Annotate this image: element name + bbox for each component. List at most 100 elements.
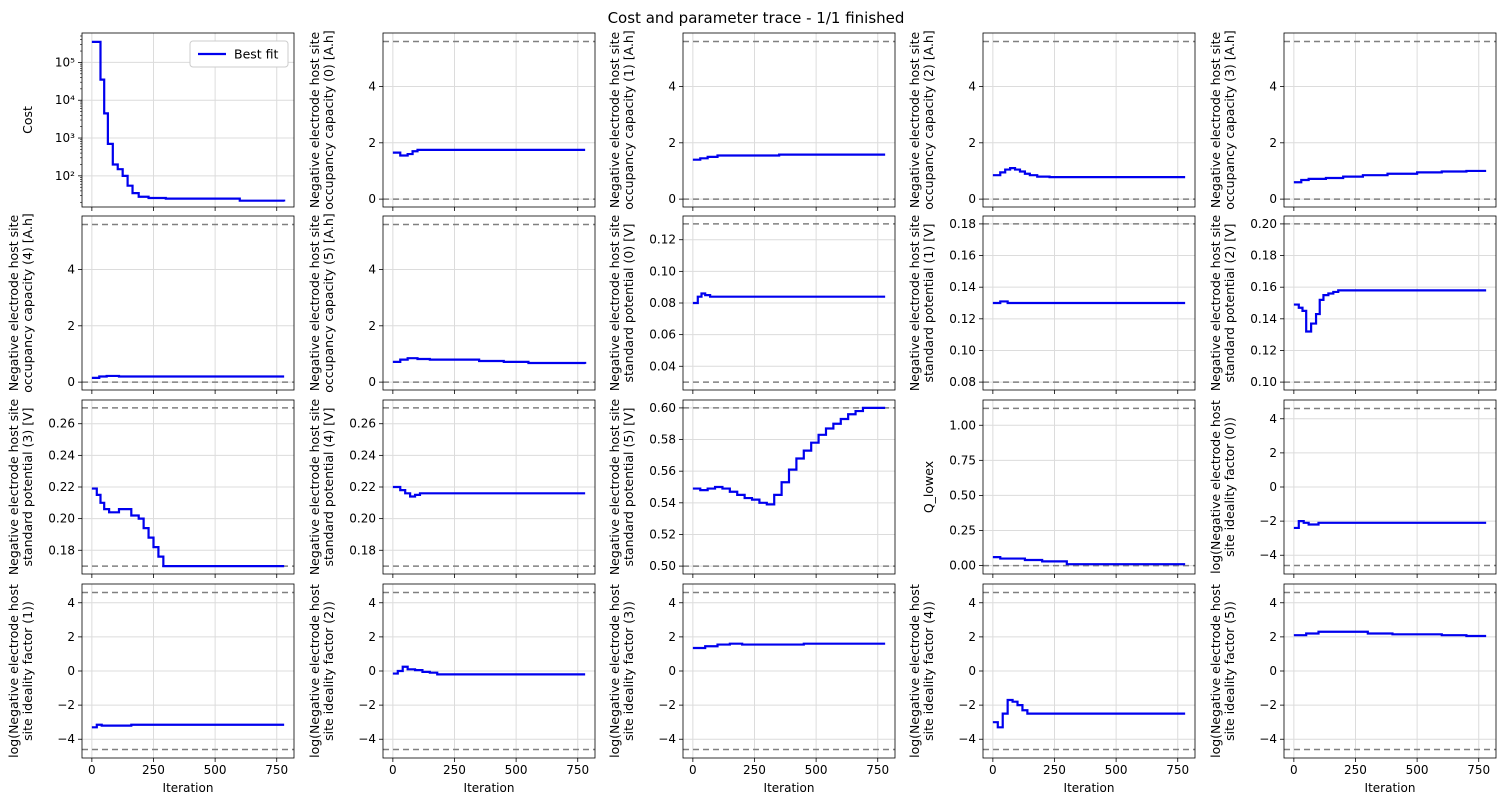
y-tick-label: 0.22 (349, 480, 376, 494)
series-line-best-fit (1293, 289, 1487, 333)
series-line-best-fit (91, 40, 286, 202)
subplot-17: 0 250 500 750 Iteration −4 −2 0 2 4 log(Negative e… (607, 583, 896, 795)
y-tick-label: 0.08 (949, 375, 976, 389)
y-axis-label: occupancy capacity (0) [A.h] (321, 30, 336, 209)
y-tick-label: 0.18 (349, 543, 376, 557)
y-tick-label: 0.16 (1250, 280, 1277, 294)
y-axis-label: occupancy capacity (1) [A.h] (621, 30, 636, 209)
y-tick-label: −4 (958, 732, 976, 746)
y-axis-label: standard potential (2) [V] (1222, 224, 1237, 383)
y-tick-label: 4 (67, 596, 75, 610)
x-tick-label: 250 (1344, 763, 1367, 777)
axes-frame (382, 32, 596, 208)
x-tick-label: 250 (743, 763, 766, 777)
y-axis-label: site ideality factor (1)) (20, 601, 35, 741)
y-tick-label: 0 (1269, 480, 1277, 494)
axes-frame (1283, 215, 1497, 391)
y-tick-label: 0.00 (949, 559, 976, 573)
y-axis-label: Negative electrode host site (607, 32, 622, 209)
subplot-1: 0 2 4 Negative electrode host site occupancy… (307, 30, 596, 211)
y-axis-label: standard potential (5) [V] (621, 408, 636, 567)
subplot-18: 0 250 500 750 Iteration −4 −2 0 2 4 log(Negative e… (907, 583, 1196, 795)
x-tick-label: 750 (866, 763, 889, 777)
y-axis-label: site ideality factor (3)) (621, 601, 636, 741)
y-tick-label: 0.24 (48, 448, 75, 462)
y-tick-label: −2 (958, 698, 976, 712)
series-line-best-fit (992, 698, 1186, 729)
x-tick-label: 750 (566, 763, 589, 777)
series-line-best-fit (392, 148, 586, 157)
y-tick-label: −2 (658, 698, 676, 712)
subplot-16: 0 250 500 750 Iteration −4 −2 0 2 4 log(Negative e… (307, 583, 596, 795)
x-tick-label: 0 (1290, 763, 1298, 777)
y-axis-label: standard potential (1) [V] (921, 224, 936, 383)
series-line-best-fit (1293, 520, 1487, 530)
subplot-7: 0.04 0.06 0.08 0.10 0.12 Negative electrode h… (607, 215, 896, 394)
y-axis-label: Negative electrode host site (307, 399, 322, 576)
y-tick-label: 0.14 (1250, 312, 1277, 326)
legend-box (189, 40, 289, 68)
y-tick-label: 4 (1269, 79, 1277, 93)
y-tick-label: 4 (1269, 412, 1277, 426)
y-tick-label: 0 (67, 375, 75, 389)
y-tick-label: 10⁴ (55, 93, 75, 107)
y-axis-label: Q_lowex (921, 461, 936, 513)
y-tick-label: 0.20 (1250, 217, 1277, 231)
y-tick-label: 4 (668, 79, 676, 93)
y-tick-label: −2 (57, 698, 75, 712)
series-line-best-fit (91, 723, 285, 729)
y-tick-label: 2 (1269, 446, 1277, 460)
figure-title: Cost and parameter trace - 1/1 finished (608, 9, 905, 27)
y-tick-label: 0.58 (649, 433, 676, 447)
y-tick-label: 0.18 (48, 543, 75, 557)
series-line-best-fit (992, 556, 1186, 566)
subplot-2: 0 2 4 Negative electrode host site occupancy… (607, 30, 896, 211)
y-tick-label: 0.60 (649, 401, 676, 415)
axes-frame (982, 215, 1196, 391)
y-tick-label: 0.20 (349, 512, 376, 526)
subplot-8: 0.08 0.10 0.12 0.14 0.16 0.18 Negative electro… (907, 215, 1196, 394)
y-tick-label: 2 (368, 319, 376, 333)
x-axis-label: Iteration (764, 781, 815, 795)
x-tick-label: 750 (1467, 763, 1490, 777)
y-tick-label: 0.56 (649, 464, 676, 478)
y-tick-label: 0.54 (649, 496, 676, 510)
y-tick-label: 0.16 (949, 249, 976, 263)
y-tick-label: 4 (67, 262, 75, 276)
y-axis-label: occupancy capacity (5) [A.h] (321, 213, 336, 392)
series-line-best-fit (692, 153, 886, 161)
series-line-best-fit (992, 300, 1186, 305)
y-tick-label: −4 (57, 732, 75, 746)
x-tick-label: 500 (805, 763, 828, 777)
y-tick-label: 0.12 (949, 312, 976, 326)
y-axis-label: log(Negative electrode host (607, 584, 622, 758)
y-tick-label: 0.50 (649, 559, 676, 573)
y-tick-label: 0.04 (649, 359, 676, 373)
y-axis-label: occupancy capacity (2) [A.h] (921, 30, 936, 209)
y-axis-label: Negative electrode host site (6, 399, 21, 576)
y-tick-label: 0.25 (949, 524, 976, 538)
y-tick-label: 0.26 (349, 417, 376, 431)
y-axis-label: site ideality factor (0)) (1222, 417, 1237, 557)
y-tick-label: 0.14 (949, 280, 976, 294)
y-axis-label: Negative electrode host site (607, 399, 622, 576)
axes-frame (682, 32, 896, 208)
x-tick-label: 0 (88, 763, 96, 777)
y-tick-label: 0.18 (1250, 249, 1277, 263)
y-axis-label: Negative electrode host site (1208, 32, 1223, 209)
y-axis-label: log(Negative electrode host (907, 584, 922, 758)
axes-frame (81, 215, 295, 391)
x-tick-label: 250 (142, 763, 165, 777)
y-tick-label: 2 (968, 136, 976, 150)
subplot-14: −4 −2 0 2 4 log(Negative electrode host site i… (1208, 399, 1497, 578)
axes-frame (1283, 32, 1497, 208)
x-tick-label: 250 (1043, 763, 1066, 777)
y-tick-label: 0 (1269, 664, 1277, 678)
subplot-5: 0 2 4 Negative electrode host site occupancy… (6, 213, 295, 394)
series-line-best-fit (1293, 169, 1487, 184)
y-tick-label: 2 (668, 136, 676, 150)
y-tick-label: 0 (668, 664, 676, 678)
y-tick-label: 0.22 (48, 480, 75, 494)
y-tick-label: 2 (968, 630, 976, 644)
y-tick-label: 0.12 (649, 233, 676, 247)
